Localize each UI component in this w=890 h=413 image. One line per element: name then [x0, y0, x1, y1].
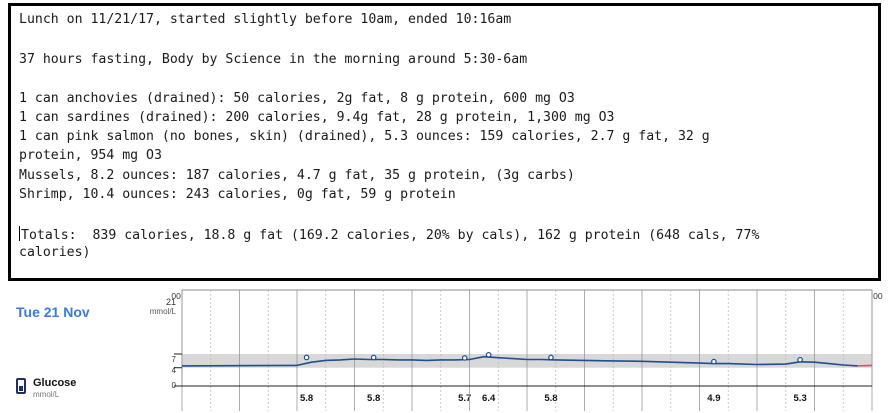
- note-line-text: Totals: 839 calories, 18.8 g fat (169.2 …: [21, 228, 760, 243]
- reading-point: [548, 354, 554, 361]
- reading-value-label: 5.3: [793, 393, 807, 404]
- note-line: 37 hours fasting, Body by Science in the…: [19, 52, 528, 67]
- note-line: 1 can pink salmon (no bones, skin) (drai…: [19, 129, 710, 144]
- glucose-chart: [174, 289, 873, 411]
- glucose-line-start: [181, 364, 298, 367]
- note-line: protein, 954 mg O3: [19, 148, 162, 163]
- y-tick-label: 0: [171, 381, 176, 390]
- glucose-meter-icon: [16, 378, 26, 394]
- reading-value-label: 5.7: [458, 393, 472, 404]
- text-editor[interactable]: Lunch on 11/21/17, started slightly befo…: [8, 3, 881, 281]
- reading-point: [711, 358, 717, 365]
- y-axis-unit: mmol/L: [149, 307, 176, 316]
- y-axis-max-value: 21: [165, 297, 176, 307]
- note-line: Shrimp, 10.4 ounces: 243 calories, 0g fa…: [19, 187, 456, 202]
- reading-point: [461, 355, 468, 361]
- series-unit: mmol/L: [33, 390, 60, 399]
- chart-date: Tue 21 Nov: [16, 304, 90, 320]
- reading-value-label: 4.9: [707, 393, 721, 404]
- note-line: calories): [19, 245, 91, 260]
- reading-point: [303, 354, 310, 361]
- reading-point: [797, 356, 803, 363]
- note-line: Lunch on 11/21/17, started slightly befo…: [19, 12, 512, 27]
- reading-value-label: 5.8: [367, 393, 381, 404]
- note-line: 1 can anchovies (drained): 50 calories, …: [19, 91, 575, 106]
- y-tick-label: 7: [171, 355, 176, 364]
- series-label: Glucose: [33, 377, 77, 389]
- note-line-totals: Totals: 839 calories, 18.8 g fat (169.2 …: [19, 226, 759, 244]
- reading-value-label: 5.8: [544, 393, 558, 404]
- y-tick-label: 4: [171, 366, 176, 375]
- reading-point: [485, 351, 492, 358]
- reading-value-label: 5.8: [299, 393, 314, 404]
- reading-point: [370, 354, 377, 361]
- text-cursor: [19, 226, 20, 241]
- y-axis-max: 21 mmol/L: [140, 297, 176, 317]
- reading-value-label: 6.4: [482, 393, 496, 404]
- note-line: 1 can sardines (drained): 200 calories, …: [19, 110, 615, 125]
- note-line: Mussels, 8.2 ounces: 187 calories, 4.7 g…: [19, 168, 575, 183]
